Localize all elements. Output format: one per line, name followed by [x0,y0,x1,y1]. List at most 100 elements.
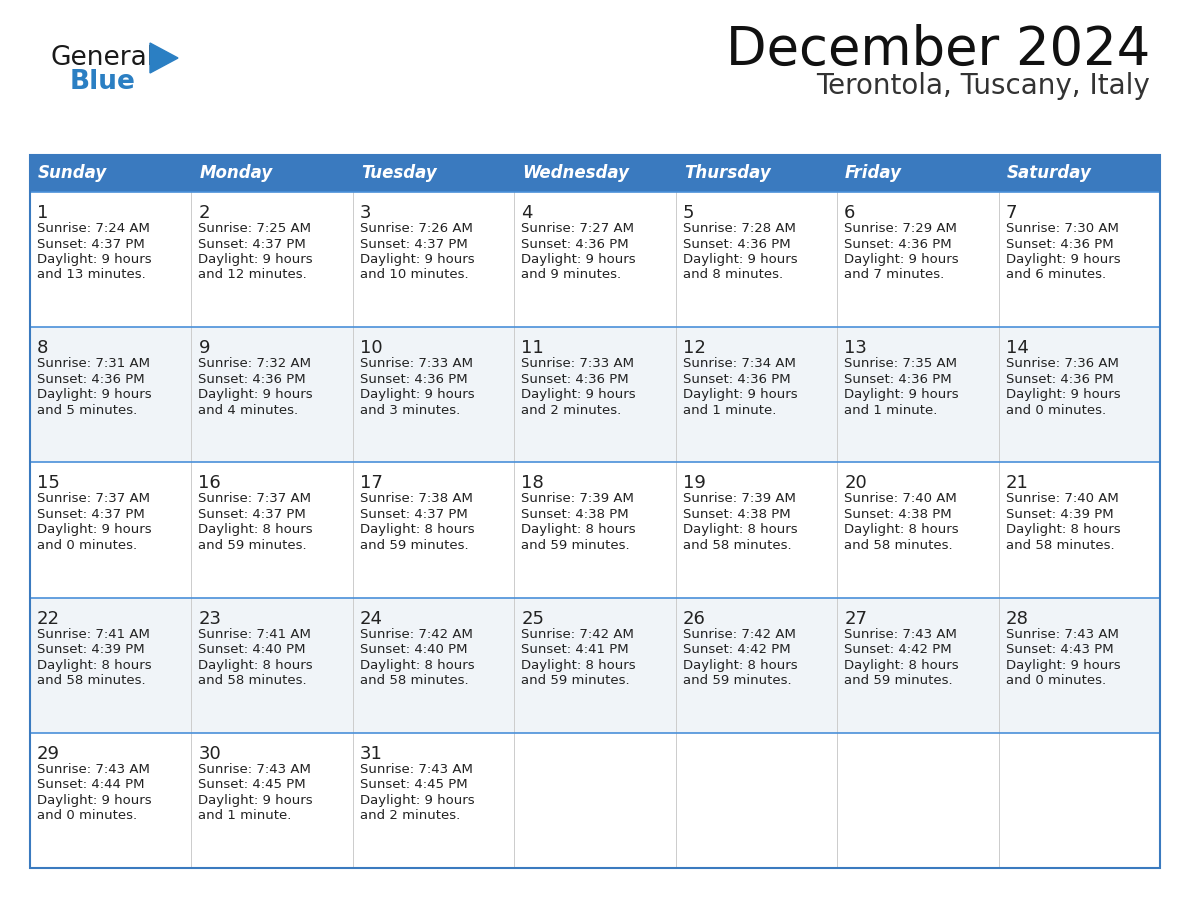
Text: Daylight: 9 hours: Daylight: 9 hours [1005,253,1120,266]
Text: 15: 15 [37,475,59,492]
Text: 5: 5 [683,204,694,222]
Text: Sunrise: 7:37 AM: Sunrise: 7:37 AM [198,492,311,506]
Text: Sunset: 4:39 PM: Sunset: 4:39 PM [37,644,145,656]
Text: and 9 minutes.: and 9 minutes. [522,268,621,282]
Text: Sunset: 4:45 PM: Sunset: 4:45 PM [198,778,307,791]
Text: 6: 6 [845,204,855,222]
Text: Sunset: 4:38 PM: Sunset: 4:38 PM [845,508,952,521]
Text: 12: 12 [683,339,706,357]
Text: Sunrise: 7:41 AM: Sunrise: 7:41 AM [198,628,311,641]
Text: 22: 22 [37,610,61,628]
Text: Sunrise: 7:40 AM: Sunrise: 7:40 AM [1005,492,1118,506]
Text: and 0 minutes.: and 0 minutes. [1005,674,1106,687]
Text: Sunset: 4:40 PM: Sunset: 4:40 PM [198,644,307,656]
Text: Daylight: 9 hours: Daylight: 9 hours [683,253,797,266]
Text: and 58 minutes.: and 58 minutes. [37,674,146,687]
Text: Daylight: 9 hours: Daylight: 9 hours [683,388,797,401]
Text: and 58 minutes.: and 58 minutes. [1005,539,1114,552]
Text: Daylight: 9 hours: Daylight: 9 hours [845,388,959,401]
Text: Daylight: 8 hours: Daylight: 8 hours [37,658,152,672]
Text: Daylight: 9 hours: Daylight: 9 hours [522,253,636,266]
Text: Sunset: 4:36 PM: Sunset: 4:36 PM [198,373,307,386]
Text: 21: 21 [1005,475,1029,492]
Text: Sunrise: 7:33 AM: Sunrise: 7:33 AM [522,357,634,370]
Text: Sunrise: 7:42 AM: Sunrise: 7:42 AM [522,628,634,641]
Text: Friday: Friday [845,164,902,183]
Text: Sunset: 4:36 PM: Sunset: 4:36 PM [522,238,628,251]
Text: 7: 7 [1005,204,1017,222]
Bar [999,155,1159,192]
Text: 25: 25 [522,610,544,628]
Text: Daylight: 9 hours: Daylight: 9 hours [37,388,152,401]
Text: Daylight: 8 hours: Daylight: 8 hours [845,523,959,536]
Text: Sunset: 4:37 PM: Sunset: 4:37 PM [37,238,145,251]
Text: Daylight: 9 hours: Daylight: 9 hours [198,794,314,807]
Text: 18: 18 [522,475,544,492]
Text: Daylight: 8 hours: Daylight: 8 hours [522,658,636,672]
Text: 11: 11 [522,339,544,357]
Text: Sunrise: 7:25 AM: Sunrise: 7:25 AM [198,222,311,235]
Bar [838,155,999,192]
Text: Daylight: 8 hours: Daylight: 8 hours [522,523,636,536]
Text: 31: 31 [360,744,383,763]
Text: Wednesday: Wednesday [523,164,630,183]
Text: Sunset: 4:36 PM: Sunset: 4:36 PM [683,373,790,386]
Bar [30,733,1159,868]
Bar [30,327,1159,463]
Text: Daylight: 9 hours: Daylight: 9 hours [522,388,636,401]
Text: Sunset: 4:36 PM: Sunset: 4:36 PM [845,373,952,386]
Text: Sunset: 4:37 PM: Sunset: 4:37 PM [37,508,145,521]
Text: Daylight: 9 hours: Daylight: 9 hours [360,388,474,401]
Text: Sunset: 4:36 PM: Sunset: 4:36 PM [1005,238,1113,251]
Text: and 59 minutes.: and 59 minutes. [522,674,630,687]
Text: Daylight: 9 hours: Daylight: 9 hours [360,794,474,807]
Text: and 58 minutes.: and 58 minutes. [683,539,791,552]
Text: Sunrise: 7:37 AM: Sunrise: 7:37 AM [37,492,150,506]
Text: General: General [50,45,154,71]
Text: Sunrise: 7:31 AM: Sunrise: 7:31 AM [37,357,150,370]
Bar [30,155,191,192]
Text: and 59 minutes.: and 59 minutes. [360,539,468,552]
Text: Sunrise: 7:43 AM: Sunrise: 7:43 AM [37,763,150,776]
Text: Daylight: 9 hours: Daylight: 9 hours [845,253,959,266]
Text: 26: 26 [683,610,706,628]
Polygon shape [150,43,178,73]
Text: Daylight: 8 hours: Daylight: 8 hours [360,523,474,536]
Text: Sunrise: 7:39 AM: Sunrise: 7:39 AM [683,492,796,506]
Text: and 59 minutes.: and 59 minutes. [845,674,953,687]
Text: and 59 minutes.: and 59 minutes. [683,674,791,687]
Text: 30: 30 [198,744,221,763]
Text: and 1 minute.: and 1 minute. [845,404,937,417]
Text: Daylight: 9 hours: Daylight: 9 hours [37,523,152,536]
Text: Sunset: 4:37 PM: Sunset: 4:37 PM [198,238,307,251]
Text: and 2 minutes.: and 2 minutes. [522,404,621,417]
Text: 3: 3 [360,204,372,222]
Text: Sunrise: 7:42 AM: Sunrise: 7:42 AM [360,628,473,641]
Text: and 4 minutes.: and 4 minutes. [198,404,298,417]
Text: and 58 minutes.: and 58 minutes. [845,539,953,552]
Text: and 7 minutes.: and 7 minutes. [845,268,944,282]
Text: Sunset: 4:36 PM: Sunset: 4:36 PM [683,238,790,251]
Text: Daylight: 9 hours: Daylight: 9 hours [198,388,314,401]
Text: Sunrise: 7:32 AM: Sunrise: 7:32 AM [198,357,311,370]
Text: Sunrise: 7:28 AM: Sunrise: 7:28 AM [683,222,796,235]
Text: Sunset: 4:45 PM: Sunset: 4:45 PM [360,778,468,791]
Text: 17: 17 [360,475,383,492]
Text: and 59 minutes.: and 59 minutes. [522,539,630,552]
Text: Sunset: 4:38 PM: Sunset: 4:38 PM [522,508,628,521]
Text: Sunset: 4:37 PM: Sunset: 4:37 PM [360,238,468,251]
Text: Daylight: 9 hours: Daylight: 9 hours [198,253,314,266]
Text: 14: 14 [1005,339,1029,357]
Text: Sunset: 4:40 PM: Sunset: 4:40 PM [360,644,467,656]
Text: Sunrise: 7:43 AM: Sunrise: 7:43 AM [1005,628,1118,641]
Text: Sunrise: 7:35 AM: Sunrise: 7:35 AM [845,357,958,370]
Text: Sunset: 4:36 PM: Sunset: 4:36 PM [1005,373,1113,386]
Text: 13: 13 [845,339,867,357]
Text: 8: 8 [37,339,49,357]
Text: and 5 minutes.: and 5 minutes. [37,404,138,417]
Text: Daylight: 8 hours: Daylight: 8 hours [198,658,314,672]
Text: Sunday: Sunday [38,164,107,183]
Text: Tuesday: Tuesday [361,164,437,183]
Bar [514,155,676,192]
Text: and 0 minutes.: and 0 minutes. [37,810,137,823]
